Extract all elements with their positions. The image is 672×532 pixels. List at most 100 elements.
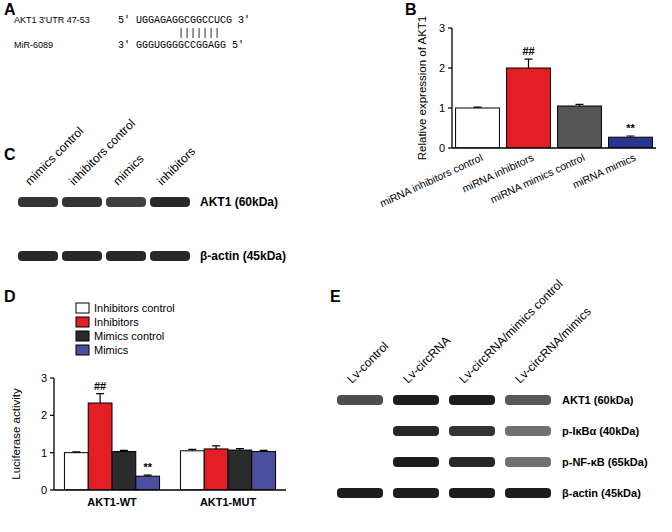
error-bar: [525, 59, 533, 68]
plot-area: [64, 394, 275, 490]
panel-label: E: [330, 288, 341, 305]
lane-label: Lv-circRNA/mimics control: [456, 277, 565, 386]
band: [18, 251, 58, 261]
lane-label: inhibitors: [154, 144, 198, 188]
x-tick-label: AKT1-MUT: [200, 496, 256, 508]
band: [449, 488, 495, 498]
error-bar: [72, 451, 80, 453]
bar: [136, 476, 160, 490]
bar: [88, 403, 112, 490]
error-bar: [212, 446, 220, 449]
band: [393, 457, 439, 467]
band: [337, 395, 383, 405]
bar: [558, 106, 602, 148]
y-tick: [50, 377, 54, 378]
y-tick: [448, 147, 452, 148]
y-tick-label: 3: [439, 22, 445, 34]
legend-swatch: [76, 303, 89, 313]
legend-label: Mimics: [94, 344, 129, 356]
band: [150, 251, 190, 261]
bar: [609, 137, 653, 148]
band-label: β-actin (45kDa): [562, 487, 641, 499]
x-tick-label: AKT1-WT: [87, 496, 137, 508]
error-bar: [260, 450, 268, 451]
bar-chart: 0123Luciferase activity##**AKT1-WTAKT1-M…: [10, 302, 286, 508]
y-tick-label: 1: [41, 447, 47, 459]
y-tick-label: 2: [439, 62, 445, 74]
bar: [180, 451, 204, 490]
band: [505, 488, 551, 498]
y-axis-label: Luciferase activity: [10, 388, 22, 480]
bar: [252, 452, 276, 490]
lane-label: Lv-circRNA: [400, 333, 453, 386]
legend-swatch: [76, 317, 89, 327]
error-bar: [120, 450, 128, 451]
band-label: p-NF-κB (65kDa): [562, 456, 648, 468]
error-bar: [627, 136, 635, 137]
legend-swatch: [76, 331, 89, 341]
lane-label: Lv-circRNA/mimics: [512, 305, 594, 387]
band-label: p-IκBα (40kDa): [562, 425, 639, 437]
band-label: AKT1 (60kDa): [200, 195, 278, 209]
legend: Inhibitors control Inhibitors Mimics contr…: [76, 302, 175, 356]
lane-label: mimics: [110, 152, 146, 188]
error-bar: [96, 394, 104, 403]
significance-label: **: [143, 461, 152, 473]
band: [106, 251, 146, 261]
band: [18, 197, 58, 207]
error-bar: [474, 107, 482, 109]
sequence-name: MiR-6089: [14, 40, 53, 50]
y-axis: [451, 28, 452, 148]
plot-area: [456, 59, 653, 148]
legend-label: Inhibitors control: [94, 302, 175, 314]
band: [505, 395, 551, 405]
band: [449, 426, 495, 436]
significance-label: ##: [94, 380, 106, 392]
figure: ABCDEAKT1 3'UTR 47-535' UGGAGAGGCGGCCUCG…: [0, 0, 672, 532]
bar: [507, 68, 551, 148]
band: [393, 426, 439, 436]
y-tick-label: 2: [41, 409, 47, 421]
sequence: 3' GGGUGGGGCCGGAGG 5': [118, 40, 244, 51]
western-blot: mimics controlinhibitors controlmimicsin…: [18, 116, 286, 263]
band: [505, 426, 551, 436]
band: [393, 488, 439, 498]
band: [337, 488, 383, 498]
bar-chart: 0123Relative expression of AKT1miRNA inh…: [378, 16, 656, 209]
error-bar: [188, 449, 196, 450]
band: [337, 457, 383, 467]
y-tick: [448, 107, 452, 108]
y-tick: [50, 452, 54, 453]
band-label: AKT1 (60kDa): [562, 394, 634, 406]
base-pairing: |||||||: [178, 28, 220, 39]
x-axis: [452, 147, 656, 148]
panel-label: B: [405, 1, 417, 18]
error-bar: [236, 449, 244, 450]
band: [337, 426, 383, 436]
y-tick: [448, 27, 452, 28]
bar: [112, 452, 136, 490]
western-blot: Lv-controlLv-circRNALv-circRNA/mimics co…: [337, 277, 648, 499]
band: [106, 197, 146, 207]
sequence: 5' UGGAGAGGCGGCCUCG 3': [118, 15, 250, 26]
y-axis-label: Relative expression of AKT1: [416, 16, 428, 160]
y-tick-label: 1: [439, 102, 445, 114]
legend-label: Inhibitors: [94, 316, 139, 328]
y-tick: [50, 415, 54, 416]
band-label: β-actin (45kDa): [200, 249, 286, 263]
panel-label: D: [4, 288, 16, 305]
bar: [204, 449, 228, 490]
band: [449, 395, 495, 405]
legend-label: Mimics control: [94, 330, 164, 342]
x-tick-label: miRNA mimics: [570, 151, 637, 191]
y-tick-label: 0: [439, 142, 445, 154]
band: [449, 457, 495, 467]
band: [62, 251, 102, 261]
sequence-name: AKT1 3'UTR 47-53: [14, 15, 90, 25]
band: [150, 197, 190, 207]
lane-label: Lv-control: [344, 339, 391, 386]
x-axis: [54, 489, 286, 490]
bar: [456, 108, 500, 148]
y-tick: [448, 67, 452, 68]
band: [505, 457, 551, 467]
